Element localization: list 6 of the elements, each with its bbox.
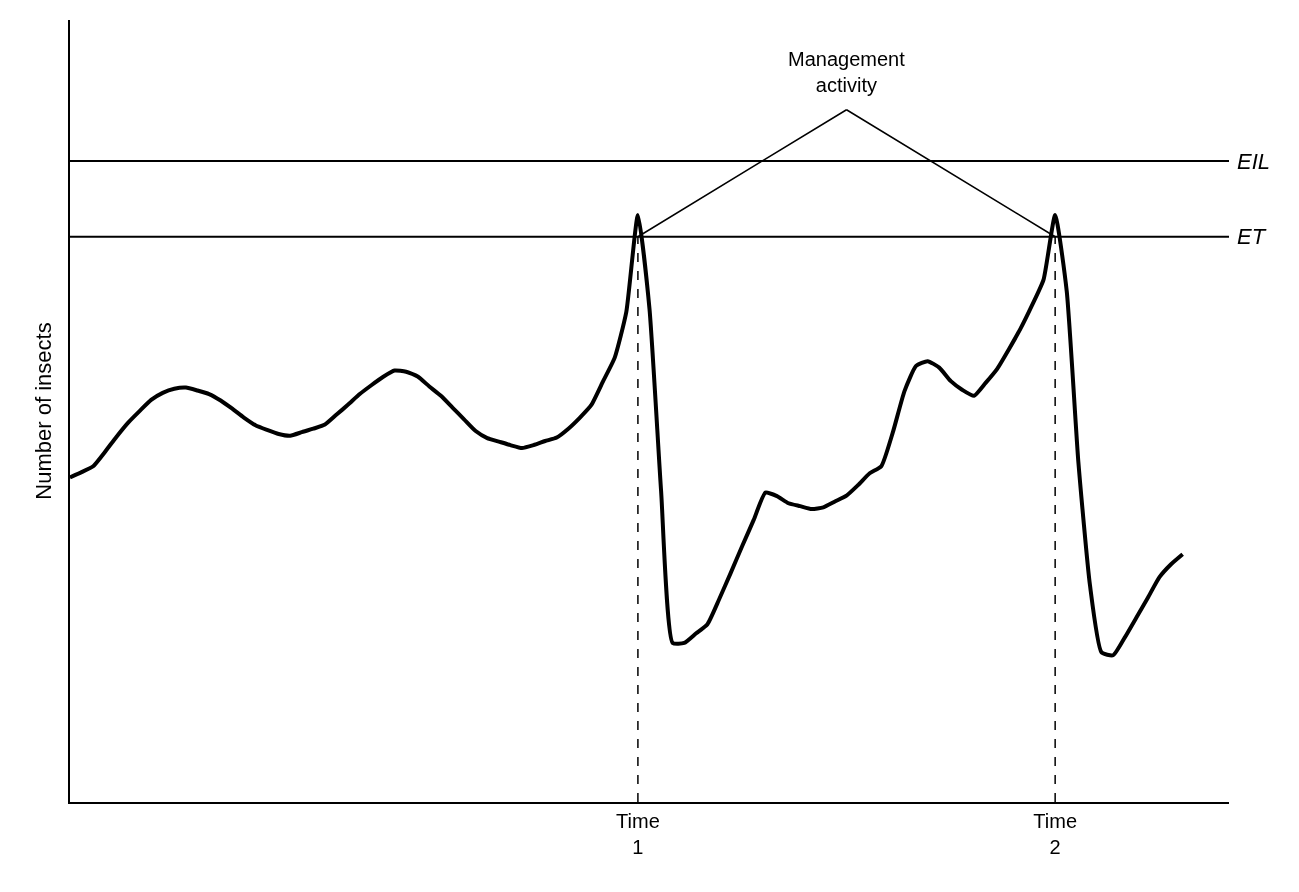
x-tick-label: Time 2 (1033, 810, 1077, 858)
ref-line-label: EIL (1237, 149, 1271, 174)
x-tick-label: Time 1 (616, 810, 660, 858)
y-axis-title: Number of insects (31, 322, 57, 500)
text: Management activity (788, 48, 906, 96)
ref-line-label: ET (1237, 224, 1267, 249)
